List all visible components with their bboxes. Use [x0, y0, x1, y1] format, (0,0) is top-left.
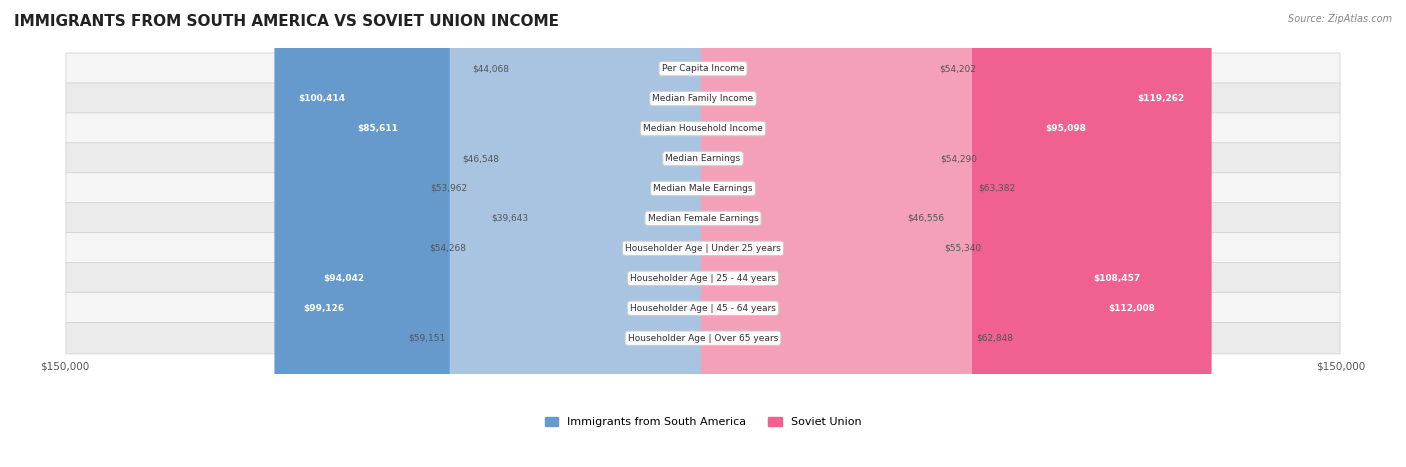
Text: $95,098: $95,098: [1046, 124, 1087, 133]
FancyBboxPatch shape: [700, 0, 903, 467]
Text: $54,268: $54,268: [429, 244, 467, 253]
Text: Source: ZipAtlas.com: Source: ZipAtlas.com: [1288, 14, 1392, 24]
FancyBboxPatch shape: [450, 0, 706, 467]
FancyBboxPatch shape: [66, 323, 1340, 354]
FancyBboxPatch shape: [66, 173, 1340, 204]
Text: $150,000: $150,000: [41, 361, 90, 372]
FancyBboxPatch shape: [513, 0, 706, 467]
Text: Householder Age | 25 - 44 years: Householder Age | 25 - 44 years: [630, 274, 776, 283]
Text: $150,000: $150,000: [1316, 361, 1365, 372]
Text: $63,382: $63,382: [979, 184, 1015, 193]
Text: $62,848: $62,848: [976, 334, 1014, 343]
FancyBboxPatch shape: [337, 0, 706, 467]
Text: Per Capita Income: Per Capita Income: [662, 64, 744, 73]
Text: Median Male Earnings: Median Male Earnings: [654, 184, 752, 193]
Legend: Immigrants from South America, Soviet Union: Immigrants from South America, Soviet Un…: [544, 417, 862, 427]
FancyBboxPatch shape: [66, 143, 1340, 174]
FancyBboxPatch shape: [533, 0, 706, 467]
Text: $54,290: $54,290: [941, 154, 977, 163]
Text: Median Household Income: Median Household Income: [643, 124, 763, 133]
FancyBboxPatch shape: [700, 0, 972, 467]
FancyBboxPatch shape: [66, 83, 1340, 114]
FancyBboxPatch shape: [700, 0, 935, 467]
Text: Householder Age | Under 25 years: Householder Age | Under 25 years: [626, 244, 780, 253]
Text: $46,556: $46,556: [907, 214, 945, 223]
Text: $94,042: $94,042: [323, 274, 364, 283]
FancyBboxPatch shape: [274, 0, 706, 467]
Text: Householder Age | 45 - 64 years: Householder Age | 45 - 64 years: [630, 304, 776, 313]
Text: $44,068: $44,068: [472, 64, 509, 73]
Text: $53,962: $53,962: [430, 184, 467, 193]
FancyBboxPatch shape: [66, 262, 1340, 294]
FancyBboxPatch shape: [66, 113, 1340, 144]
FancyBboxPatch shape: [66, 203, 1340, 234]
FancyBboxPatch shape: [471, 0, 706, 467]
Text: $108,457: $108,457: [1094, 274, 1140, 283]
Text: IMMIGRANTS FROM SOUTH AMERICA VS SOVIET UNION INCOME: IMMIGRANTS FROM SOUTH AMERICA VS SOVIET …: [14, 14, 560, 29]
Text: $85,611: $85,611: [357, 124, 398, 133]
Text: $119,262: $119,262: [1137, 94, 1184, 103]
FancyBboxPatch shape: [700, 0, 974, 467]
FancyBboxPatch shape: [280, 0, 706, 467]
FancyBboxPatch shape: [66, 293, 1340, 324]
FancyBboxPatch shape: [66, 233, 1340, 264]
FancyBboxPatch shape: [700, 0, 1166, 467]
Text: Median Family Income: Median Family Income: [652, 94, 754, 103]
Text: $59,151: $59,151: [408, 334, 446, 343]
FancyBboxPatch shape: [700, 0, 1109, 467]
Text: Median Earnings: Median Earnings: [665, 154, 741, 163]
FancyBboxPatch shape: [700, 0, 1181, 467]
Text: $54,202: $54,202: [939, 64, 976, 73]
FancyBboxPatch shape: [700, 0, 935, 467]
Text: $39,643: $39,643: [491, 214, 529, 223]
Text: $99,126: $99,126: [304, 304, 344, 313]
FancyBboxPatch shape: [503, 0, 706, 467]
Text: $46,548: $46,548: [463, 154, 499, 163]
FancyBboxPatch shape: [471, 0, 706, 467]
FancyBboxPatch shape: [66, 53, 1340, 85]
FancyBboxPatch shape: [700, 0, 1212, 467]
FancyBboxPatch shape: [301, 0, 706, 467]
Text: $100,414: $100,414: [298, 94, 344, 103]
Text: $112,008: $112,008: [1108, 304, 1154, 313]
Text: Householder Age | Over 65 years: Householder Age | Over 65 years: [628, 334, 778, 343]
FancyBboxPatch shape: [700, 0, 941, 467]
Text: Median Female Earnings: Median Female Earnings: [648, 214, 758, 223]
Text: $55,340: $55,340: [945, 244, 981, 253]
